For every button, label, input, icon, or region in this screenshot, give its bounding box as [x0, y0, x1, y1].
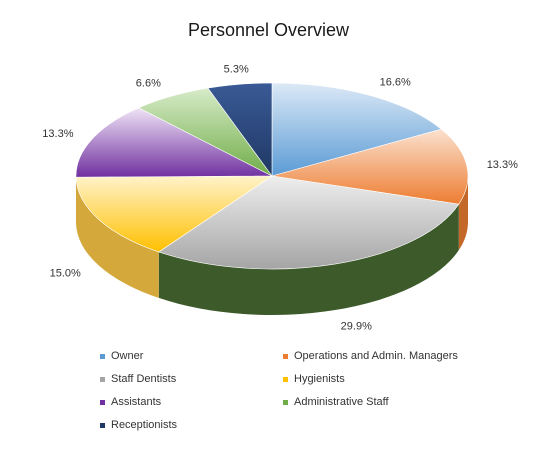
data-label-staff-dentists: 29.9% [341, 320, 372, 332]
pie-side-operations-and-admin-managers [458, 176, 469, 251]
legend-label: Administrative Staff [294, 396, 389, 408]
legend-label: Hygienists [294, 373, 345, 385]
chart-title: Personnel Overview [187, 20, 350, 40]
legend-swatch [283, 353, 288, 359]
pie-slice-owner [271, 82, 442, 177]
pie-slice-assistants [75, 107, 273, 178]
data-label-owner: 16.6% [380, 76, 411, 88]
pie-side-staff-dentists [158, 204, 459, 315]
legend-item-owner: Owner [100, 350, 143, 362]
legend-swatch [283, 376, 288, 382]
data-label-hygienists: 15.0% [50, 268, 81, 280]
data-label-operations-and-admin-managers: 13.3% [487, 159, 518, 171]
pie-slice-operations-and-admin-managers [271, 128, 469, 205]
legend-swatch [100, 422, 105, 428]
legend-item-receptionists: Receptionists [100, 419, 177, 431]
data-label-administrative-staff: 6.6% [136, 78, 161, 90]
legend-swatch [100, 353, 105, 359]
legend-label: Receptionists [111, 419, 178, 431]
pie-slice-staff-dentists [158, 175, 460, 270]
legend-item-operations-and-admin-managers: Operations and Admin. Managers [283, 350, 458, 362]
legend-item-assistants: Assistants [100, 396, 161, 408]
data-label-assistants: 13.3% [42, 128, 73, 140]
pie-side-hygienists [76, 177, 159, 298]
legend-label: Operations and Admin. Managers [294, 350, 458, 362]
pie-slice-receptionists [207, 82, 273, 177]
legend-label: Assistants [111, 396, 162, 408]
legend-swatch [283, 399, 288, 405]
legend-swatch [100, 376, 105, 382]
legend-label: Staff Dentists [111, 373, 177, 385]
legend-item-administrative-staff: Administrative Staff [283, 396, 389, 408]
legend-swatch [100, 399, 105, 405]
legend-item-staff-dentists: Staff Dentists [100, 373, 176, 385]
data-label-receptionists: 5.3% [224, 64, 249, 76]
legend-item-hygienists: Hygienists [283, 373, 345, 385]
pie-slice-hygienists [75, 175, 273, 253]
legend-label: Owner [111, 350, 144, 362]
